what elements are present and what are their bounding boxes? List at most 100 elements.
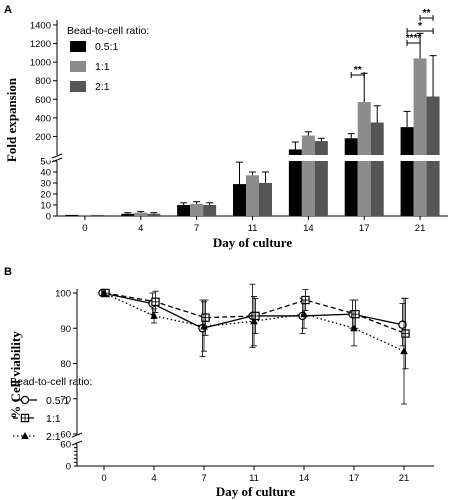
y-axis-label: % Cell viability [8,331,23,419]
y-tick-label: 80 [60,359,71,370]
bar [91,214,105,216]
x-tick-label: 14 [299,473,310,484]
legend-swatch [70,81,86,92]
y-tick-label: 200 [35,132,51,143]
y-tick-label: 800 [35,76,51,87]
series-line-group [101,288,410,370]
legend-label: 1:1 [95,61,110,73]
chart-b: 60 70 80 90 100 0 60 0 4 7 11 14 17 21 Day of culture%… [8,283,434,499]
legend-swatch [70,61,86,72]
y-tick-label: 1000 [30,58,51,69]
axis-break-mark [51,153,63,159]
legend-title: Bead-to-cell ratio: [67,25,149,37]
legend-b: Bead-to-cell ratio: 0.5:1 1:1 2:1 [10,376,92,443]
data-point [398,320,407,329]
bar [357,102,371,155]
bar [78,214,92,216]
data-point [21,432,29,439]
y-tick-label: 10 [40,201,51,212]
x-tick-label: 0 [82,223,87,234]
x-tick-label: 7 [194,223,199,234]
x-tick-label: 11 [249,473,259,484]
bar [301,161,315,216]
bar [259,183,272,216]
data-point [100,289,108,296]
legend-label: 2:1 [95,81,110,93]
x-tick-label: 17 [349,473,360,484]
x-tick-label: 17 [359,223,370,234]
bar [400,127,414,155]
bar [413,161,427,216]
significance-label: ** [423,8,431,19]
x-tick-label: 4 [151,473,156,484]
bar [344,138,358,155]
bar [357,161,371,216]
data-point [200,322,208,330]
legend-title: Bead-to-cell ratio: [10,376,92,388]
y-tick-label: 40 [40,168,51,179]
legend-label: 0.5:1 [95,41,119,53]
x-axis-label: Day of culture [216,484,295,499]
data-point [350,324,358,332]
bar [413,58,427,155]
data-point [300,310,308,318]
bar [246,175,259,216]
axis-break-mark [71,440,83,446]
bar [426,161,440,216]
bar [370,122,384,155]
x-tick-label: 7 [201,473,206,484]
y-tick-label: 1200 [30,39,51,50]
significance-label: * [418,21,422,32]
bar [301,135,315,155]
y-tick-label: 20 [40,190,51,201]
bar [203,205,217,216]
y-tick-label: 60 [60,440,71,451]
bar [370,161,384,216]
y-tick-label: 1400 [30,21,51,32]
bar [426,96,440,155]
legend-label: 0.5:1 [46,395,70,407]
series-line-group [100,289,408,405]
bar [288,161,302,216]
legend-a: Bead-to-cell ratio: 0.5:1 1:1 2:1 [67,25,149,93]
x-tick-label: 14 [303,223,314,234]
data-point [20,395,30,405]
data-point [400,347,408,355]
bar [134,212,148,216]
bar [147,213,161,216]
y-tick-label: 600 [35,95,51,106]
y-tick-label: 90 [60,324,71,335]
bar [177,205,191,216]
significance-label: ** [354,65,362,76]
axis-break-mark [71,432,83,438]
bar [190,203,204,216]
axis-break-gap [45,155,448,161]
x-tick-label: 11 [248,223,258,234]
panel-a-label: A [4,4,12,16]
y-tick-label: 0 [46,212,51,223]
legend-label: 1:1 [46,413,61,425]
y-tick-label: 50 [40,157,51,168]
legend-label: 2:1 [46,431,61,443]
x-tick-label: 21 [399,473,410,484]
y-tick-label: 60 [60,430,71,441]
y-tick-label: 0 [66,462,71,473]
data-point [250,317,258,325]
panel-b-label: B [4,266,12,278]
bar [314,161,328,216]
bar [314,141,328,155]
y-axis-label: Fold expansion [4,77,19,162]
bar [288,149,302,155]
data-point [150,311,158,319]
axis-break-mark [51,157,63,163]
significance-label: **** [406,33,422,44]
x-tick-label: 4 [138,223,143,234]
y-tick-label: 400 [35,113,51,124]
x-axis-label: Day of culture [213,235,292,250]
y-tick-label: 100 [55,289,71,300]
y-tick-label: 70 [60,394,71,405]
bar [65,214,79,216]
legend-swatch [70,41,86,52]
